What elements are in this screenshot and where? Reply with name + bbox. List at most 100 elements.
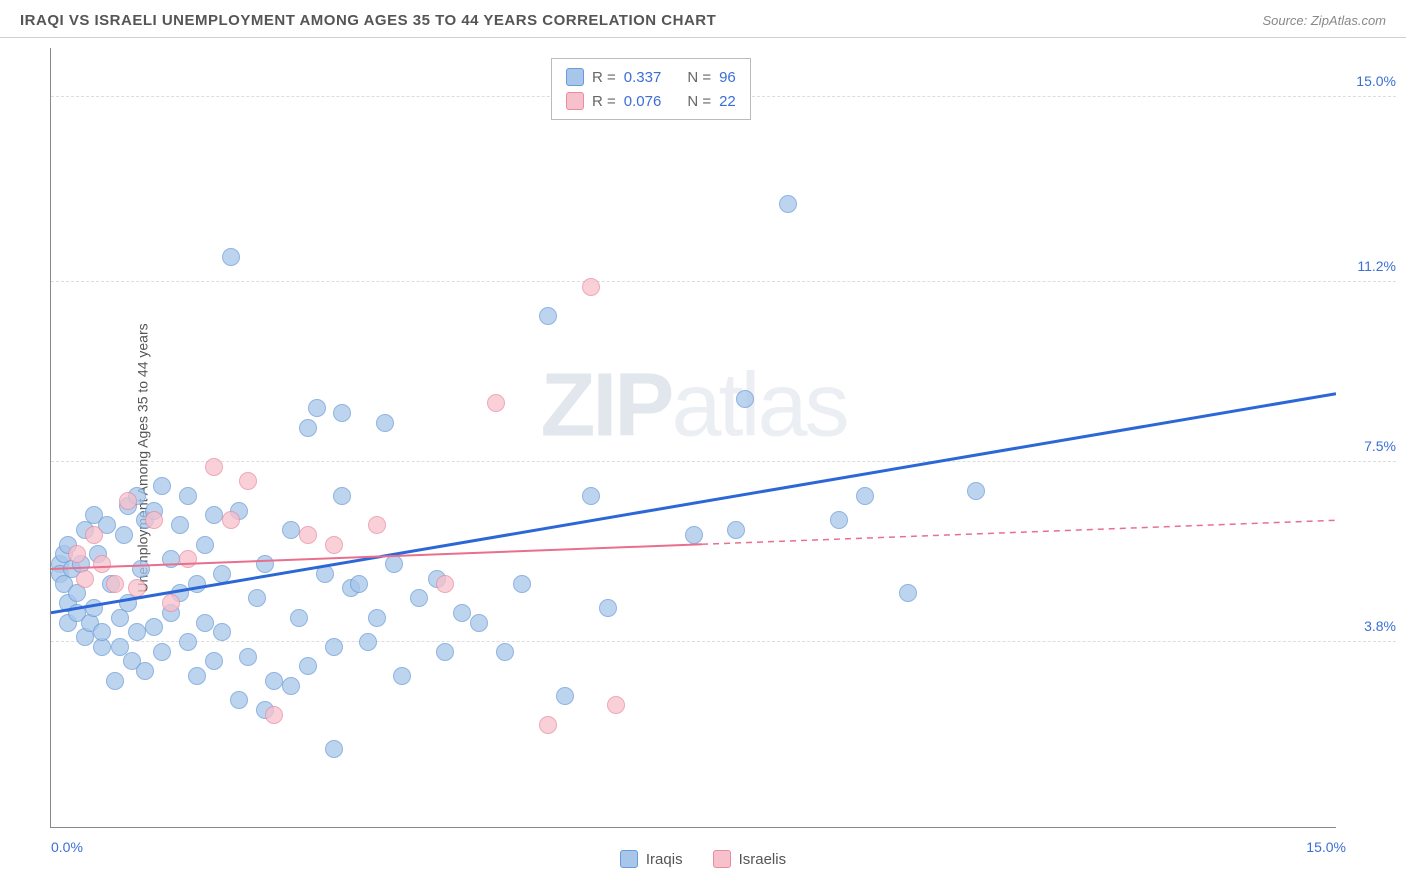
scatter-point [779, 195, 797, 213]
legend-n-value: 96 [719, 69, 736, 86]
scatter-point [265, 706, 283, 724]
scatter-point [299, 657, 317, 675]
scatter-point [333, 487, 351, 505]
scatter-point [599, 599, 617, 617]
legend-n-value: 22 [719, 93, 736, 110]
scatter-point [162, 594, 180, 612]
gridline [51, 281, 1396, 282]
scatter-point [145, 511, 163, 529]
scatter-point [299, 526, 317, 544]
scatter-point [85, 599, 103, 617]
scatter-point [513, 575, 531, 593]
legend-row: R = 0.337 N = 96 [566, 65, 736, 89]
legend-bottom: Iraqis Israelis [0, 850, 1406, 868]
scatter-point [582, 278, 600, 296]
legend-n-label: N = [687, 93, 711, 110]
legend-top: R = 0.337 N = 96 R = 0.076 N = 22 [551, 58, 751, 120]
scatter-point [171, 516, 189, 534]
y-tick-label: 15.0% [1341, 73, 1396, 89]
scatter-point [290, 609, 308, 627]
scatter-point [222, 511, 240, 529]
scatter-point [325, 536, 343, 554]
scatter-point [196, 536, 214, 554]
scatter-point [727, 521, 745, 539]
scatter-point [153, 477, 171, 495]
scatter-point [230, 691, 248, 709]
scatter-point [106, 575, 124, 593]
scatter-point [607, 696, 625, 714]
watermark-zip: ZIP [540, 356, 671, 456]
scatter-point [132, 560, 150, 578]
scatter-point [239, 648, 257, 666]
scatter-point [248, 589, 266, 607]
scatter-point [256, 555, 274, 573]
legend-r-label: R = [592, 69, 616, 86]
plot-area: ZIPatlas 3.8%7.5%11.2%15.0%0.0%15.0%R =0… [50, 48, 1336, 828]
scatter-point [376, 414, 394, 432]
scatter-point [333, 404, 351, 422]
scatter-point [196, 614, 214, 632]
legend-r-label: R = [592, 93, 616, 110]
legend-bottom-item: Israelis [713, 850, 787, 868]
scatter-point [410, 589, 428, 607]
scatter-point [736, 390, 754, 408]
scatter-point [85, 526, 103, 544]
scatter-point [470, 614, 488, 632]
scatter-point [136, 662, 154, 680]
scatter-point [179, 633, 197, 651]
watermark: ZIPatlas [540, 355, 846, 458]
scatter-point [368, 516, 386, 534]
scatter-point [205, 506, 223, 524]
scatter-point [179, 487, 197, 505]
scatter-point [496, 643, 514, 661]
scatter-point [967, 482, 985, 500]
scatter-point [115, 526, 133, 544]
y-tick-label: 7.5% [1341, 438, 1396, 454]
scatter-point [128, 623, 146, 641]
legend-swatch [566, 68, 584, 86]
legend-r-value: 0.337 [624, 69, 662, 86]
legend-series-name: Israelis [739, 851, 787, 868]
scatter-point [93, 623, 111, 641]
scatter-point [179, 550, 197, 568]
legend-swatch [620, 850, 638, 868]
scatter-point [119, 492, 137, 510]
scatter-point [539, 716, 557, 734]
scatter-point [325, 638, 343, 656]
scatter-point [153, 643, 171, 661]
scatter-point [111, 638, 129, 656]
scatter-point [582, 487, 600, 505]
scatter-point [222, 248, 240, 266]
scatter-point [385, 555, 403, 573]
legend-row: R = 0.076 N = 22 [566, 89, 736, 113]
legend-swatch [566, 92, 584, 110]
scatter-point [325, 740, 343, 758]
scatter-point [393, 667, 411, 685]
y-tick-label: 3.8% [1341, 618, 1396, 634]
legend-r-value: 0.076 [624, 93, 662, 110]
scatter-point [205, 458, 223, 476]
scatter-point [68, 545, 86, 563]
scatter-point [188, 667, 206, 685]
scatter-point [299, 419, 317, 437]
scatter-point [453, 604, 471, 622]
legend-n-label: N = [687, 69, 711, 86]
chart-source: Source: ZipAtlas.com [1262, 13, 1386, 28]
scatter-point [830, 511, 848, 529]
gridline [51, 461, 1396, 462]
gridline [51, 641, 1396, 642]
scatter-point [188, 575, 206, 593]
legend-series-name: Iraqis [646, 851, 683, 868]
scatter-point [856, 487, 874, 505]
scatter-point [350, 575, 368, 593]
scatter-point [899, 584, 917, 602]
scatter-point [106, 672, 124, 690]
chart-wrap: Unemployment Among Ages 35 to 44 years Z… [0, 38, 1406, 878]
scatter-point [205, 652, 223, 670]
scatter-point [556, 687, 574, 705]
scatter-point [162, 550, 180, 568]
scatter-point [316, 565, 334, 583]
scatter-point [76, 570, 94, 588]
scatter-point [265, 672, 283, 690]
scatter-point [308, 399, 326, 417]
